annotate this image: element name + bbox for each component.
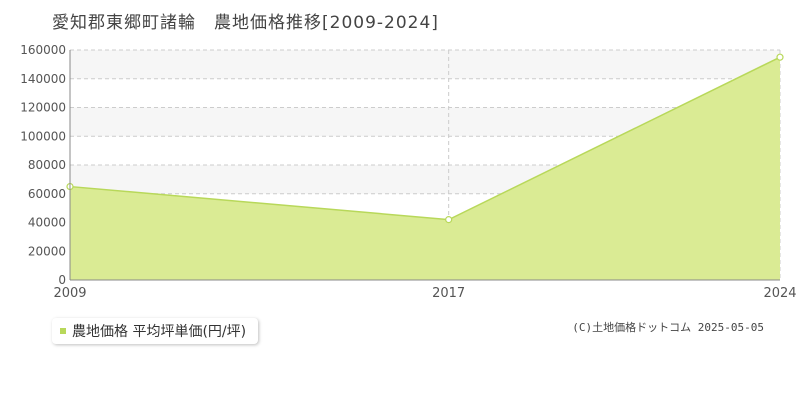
- y-tick-label: 20000: [28, 244, 66, 258]
- legend-label: 農地価格 平均坪単価(円/坪): [72, 324, 247, 340]
- x-axis-ticks: 2009 2017 2024: [53, 286, 796, 301]
- x-tick-label: 2009: [53, 286, 86, 301]
- copyright-credit: (C)土地価格ドットコム 2025-05-05: [572, 321, 764, 334]
- data-point: [445, 216, 453, 224]
- legend-swatch: [60, 328, 66, 334]
- data-point: [776, 53, 784, 61]
- y-tick-label: 60000: [28, 187, 66, 201]
- chart-title: 愛知郡東郷町諸輪 農地価格推移[2009-2024]: [52, 13, 439, 33]
- y-tick-label: 140000: [20, 72, 66, 86]
- y-tick-label: 160000: [20, 43, 66, 57]
- legend: 農地価格 平均坪単価(円/坪): [52, 318, 259, 344]
- y-tick-label: 80000: [28, 158, 66, 172]
- x-tick-label: 2017: [432, 286, 465, 301]
- x-tick-label: 2024: [763, 286, 796, 301]
- y-tick-label: 120000: [20, 101, 66, 115]
- grid-band: [70, 50, 780, 79]
- y-tick-label: 100000: [20, 129, 66, 143]
- series-area: [70, 57, 780, 280]
- y-axis-ticks: 0 20000 40000 60000 80000 100000 120000 140000 1…: [20, 43, 66, 287]
- y-tick-label: 40000: [28, 216, 66, 230]
- axes: [69, 50, 780, 281]
- y-tick-label: 0: [58, 273, 66, 287]
